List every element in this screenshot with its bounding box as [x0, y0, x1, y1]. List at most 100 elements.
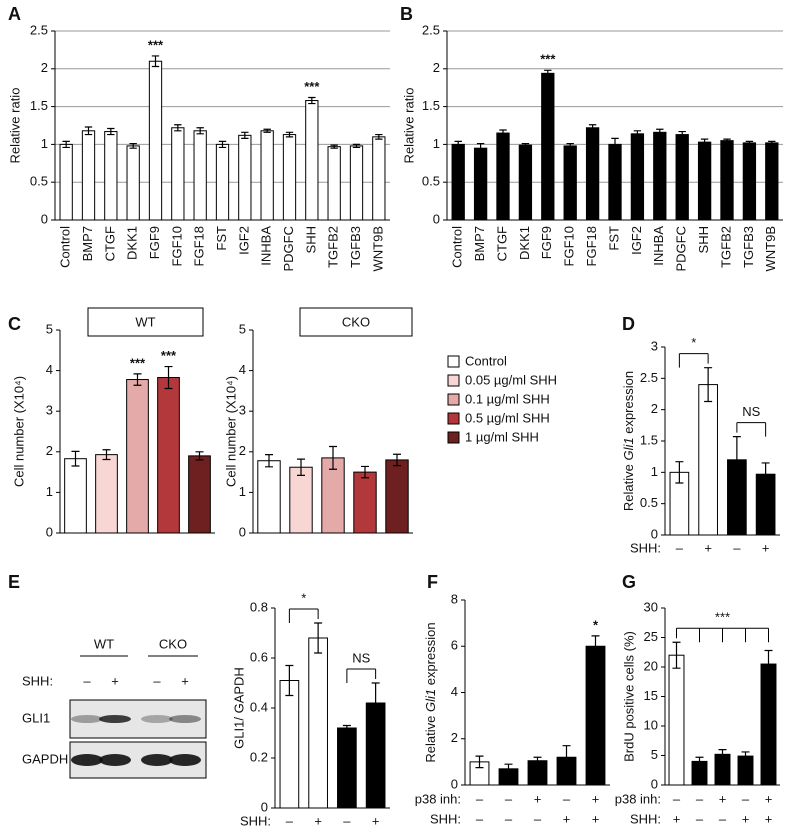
y-tick-label: 2.5	[422, 22, 440, 37]
error-bar	[285, 664, 294, 697]
bar	[260, 130, 274, 221]
y-tick-label: 6	[451, 638, 458, 653]
bar	[353, 471, 377, 534]
bar	[742, 142, 757, 221]
error-bar	[151, 55, 160, 68]
y-tick-label: 25	[644, 629, 658, 644]
condition-label: p38 inh:	[615, 791, 661, 806]
y-tick-label: 0.2	[250, 749, 268, 764]
condition-value: –	[505, 811, 513, 826]
condition-value: +	[372, 813, 380, 828]
bar	[126, 379, 149, 534]
condition-label: SHH:	[630, 540, 661, 555]
y-axis-label: Relative Gli1 expression	[423, 622, 438, 762]
condition-value: +	[719, 791, 727, 806]
y-axis-label: Relative Gli1 expression	[621, 371, 636, 511]
y-tick-label: 1.5	[30, 98, 48, 113]
error-bar	[678, 130, 686, 139]
y-tick-label: 3	[651, 338, 658, 353]
x-tick-label: Control	[450, 226, 465, 268]
panel-letter: C	[8, 314, 21, 334]
blot-band	[71, 754, 103, 766]
error-bar	[562, 745, 571, 770]
bar	[653, 131, 667, 221]
blot-band	[169, 754, 201, 766]
error-bar	[672, 641, 681, 669]
bar	[385, 459, 409, 534]
error-bar	[544, 69, 552, 77]
legend-label: 0.1 µg/ml SHH	[465, 391, 550, 406]
blot-band	[99, 715, 131, 723]
legend-label: 0.5 µg/ml SHH	[465, 410, 550, 425]
error-bar	[352, 143, 361, 149]
y-axis-label: Cell number (X10⁴)	[223, 376, 238, 487]
legend-swatch	[447, 431, 460, 444]
condition-value: –	[676, 540, 684, 555]
x-tick-label: WNT9B	[763, 226, 778, 272]
y-tick-label: 0	[239, 524, 246, 539]
significance: NS	[742, 404, 760, 419]
blot-band	[99, 754, 131, 766]
x-tick-label: FGF18	[584, 226, 599, 266]
error-bar	[62, 140, 70, 149]
significance: *	[691, 335, 696, 350]
error-bar	[611, 137, 619, 152]
condition-value: +	[314, 813, 322, 828]
blot-row-label: GAPDH	[22, 751, 68, 766]
blot-band	[71, 715, 103, 723]
condition-value: –	[696, 811, 704, 826]
y-tick-label: 4	[46, 362, 53, 377]
error-bar	[761, 462, 770, 487]
group-title: WT	[135, 314, 155, 329]
x-tick-label: FST	[214, 226, 229, 251]
panel-letter: B	[400, 4, 413, 24]
x-tick-label: BMP7	[472, 226, 487, 261]
condition-value: –	[673, 791, 681, 806]
y-tick-label: 3	[46, 403, 53, 418]
bar	[518, 144, 533, 221]
y-tick-label: 30	[644, 599, 658, 614]
y-tick-label: 2	[41, 60, 48, 75]
bar	[563, 145, 577, 221]
y-tick-label: 1	[239, 484, 246, 499]
error-bar	[314, 622, 323, 654]
x-tick-label: TGFB3	[741, 226, 756, 268]
bar	[473, 147, 488, 221]
x-tick-label: DKK1	[517, 226, 532, 260]
significance: *	[301, 590, 306, 605]
error-bar	[732, 436, 741, 484]
y-tick-label: 0.6	[250, 649, 268, 664]
bar	[188, 455, 211, 534]
y-tick-label: 1	[433, 136, 440, 151]
error-bar	[263, 128, 271, 133]
error-bar	[695, 756, 704, 767]
significance-bracket	[346, 668, 377, 683]
y-axis-label: GLI1/ GAPDH	[231, 667, 246, 749]
blot-band	[141, 754, 173, 766]
x-tick-label: CTGF	[494, 226, 509, 261]
y-tick-label: 2.5	[640, 370, 658, 385]
x-tick-label: INHBA	[651, 226, 666, 266]
y-tick-label: 0	[261, 799, 268, 814]
y-tick-label: 20	[644, 658, 658, 673]
y-tick-label: 1.5	[422, 98, 440, 113]
x-tick-label: FGF10	[562, 226, 577, 266]
error-bar	[499, 129, 507, 137]
significance-bracket	[678, 353, 709, 368]
bar	[675, 134, 689, 221]
error-bar	[476, 143, 485, 154]
legend-swatch	[447, 393, 460, 406]
y-tick-label: 3	[239, 403, 246, 418]
bar	[496, 132, 510, 221]
y-tick-label: 2	[239, 443, 246, 458]
bar	[337, 727, 357, 809]
significance-bracket	[288, 608, 319, 623]
group-title-box	[299, 307, 413, 337]
error-bar	[133, 373, 142, 386]
legend-label: 1 µg/ml SHH	[465, 429, 539, 444]
bar	[668, 654, 685, 786]
x-tick-label: TGFB2	[326, 226, 341, 268]
condition-value: +	[592, 811, 600, 826]
y-tick-label: 1.5	[640, 432, 658, 447]
